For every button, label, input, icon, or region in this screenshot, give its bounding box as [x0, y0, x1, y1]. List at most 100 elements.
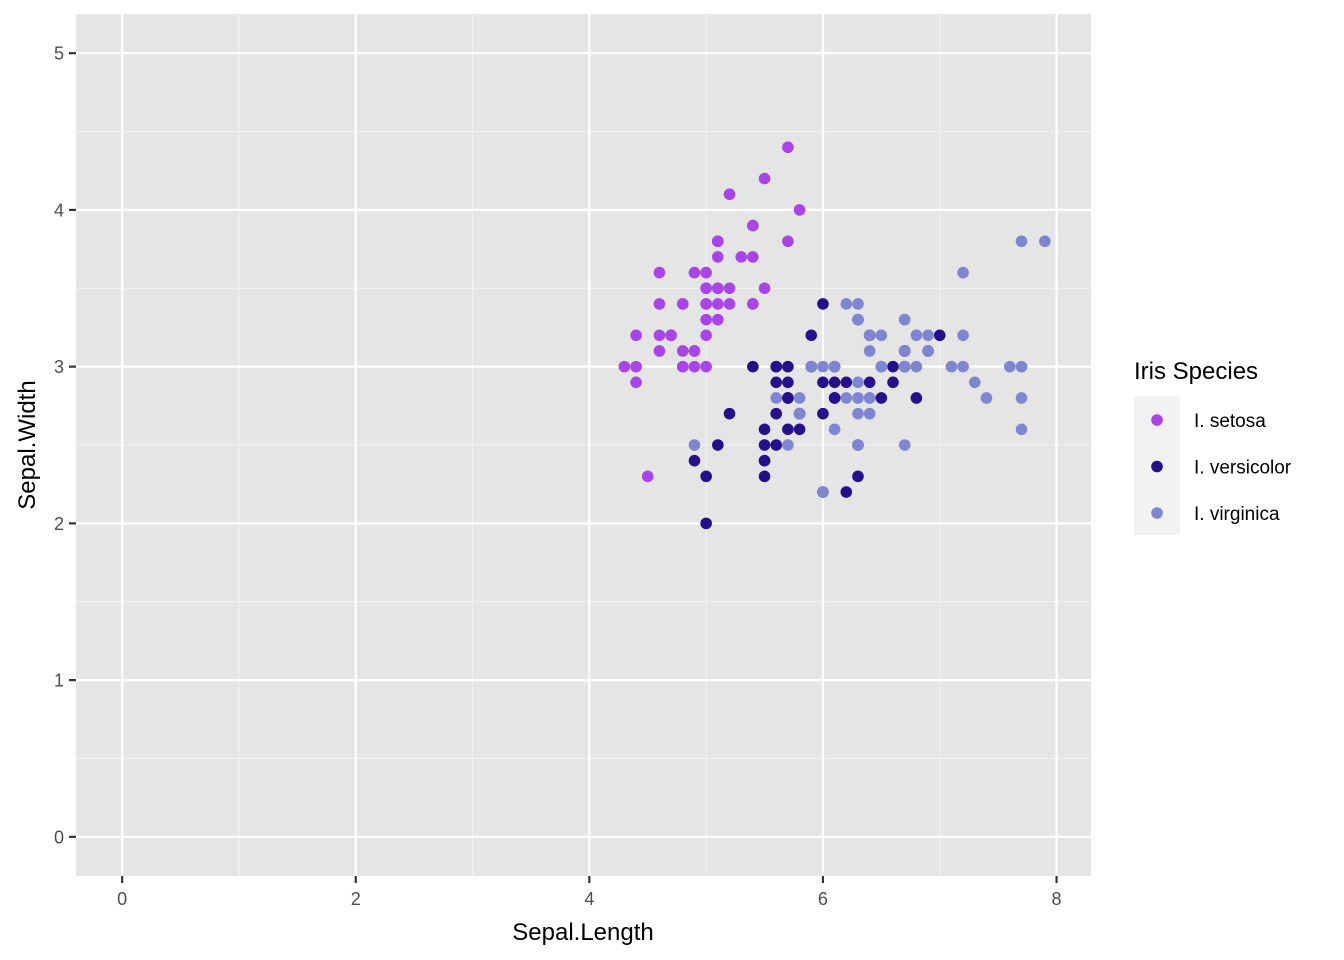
- point-i-virginica: [863, 407, 876, 420]
- point-i-setosa: [676, 345, 689, 357]
- point-i-virginica: [1015, 360, 1028, 373]
- point-i-virginica: [922, 329, 934, 342]
- point-i-setosa: [700, 282, 712, 295]
- point-i-setosa: [630, 360, 642, 373]
- x-tick-label: 4: [584, 889, 594, 909]
- point-i-virginica: [852, 298, 864, 310]
- legend-label-i-versicolor: I. versicolor: [1194, 458, 1292, 479]
- point-i-virginica: [770, 392, 783, 404]
- point-i-setosa: [700, 313, 712, 326]
- data-points: [618, 141, 1051, 530]
- x-tick-label: 2: [351, 889, 361, 909]
- point-i-setosa: [793, 204, 806, 216]
- point-i-versicolor: [723, 407, 736, 420]
- point-i-setosa: [712, 235, 724, 248]
- point-i-setosa: [700, 329, 712, 342]
- point-i-virginica: [793, 392, 806, 404]
- point-i-versicolor: [758, 470, 771, 483]
- legend-key-i-setosa: [1151, 414, 1163, 426]
- x-tick-label: 0: [117, 889, 127, 909]
- point-i-virginica: [688, 439, 701, 451]
- point-i-virginica: [957, 360, 969, 373]
- point-i-virginica: [1015, 423, 1028, 436]
- point-i-virginica: [910, 329, 923, 342]
- point-i-virginica: [1015, 235, 1028, 248]
- point-i-setosa: [665, 329, 677, 342]
- point-i-versicolor: [875, 392, 888, 404]
- point-i-versicolor: [887, 360, 899, 373]
- point-i-setosa: [712, 298, 724, 310]
- point-i-setosa: [782, 141, 794, 154]
- point-i-setosa: [700, 360, 712, 373]
- legend-key-i-virginica: [1151, 507, 1163, 519]
- major-grid: [76, 14, 1091, 876]
- point-i-versicolor: [770, 439, 783, 451]
- x-tick-label: 8: [1052, 889, 1062, 909]
- point-i-versicolor: [817, 376, 829, 389]
- point-i-versicolor: [747, 360, 759, 373]
- point-i-virginica: [1004, 360, 1016, 373]
- point-i-virginica: [852, 407, 864, 420]
- point-i-setosa: [688, 360, 701, 373]
- point-i-virginica: [898, 439, 911, 451]
- point-i-virginica: [875, 329, 888, 342]
- point-i-setosa: [712, 282, 724, 295]
- x-tick-label: 6: [818, 889, 828, 909]
- point-i-setosa: [630, 376, 642, 389]
- x-axis-title: Sepal.Length: [512, 919, 653, 946]
- point-i-setosa: [723, 188, 736, 201]
- point-i-virginica: [852, 313, 864, 326]
- point-i-setosa: [747, 219, 759, 232]
- point-i-virginica: [840, 392, 853, 404]
- legend-label-i-setosa: I. setosa: [1194, 411, 1266, 432]
- point-i-setosa: [700, 266, 712, 279]
- point-i-setosa: [712, 251, 724, 263]
- point-i-versicolor: [700, 517, 712, 530]
- point-i-setosa: [688, 266, 701, 279]
- point-i-setosa: [758, 172, 771, 185]
- point-i-versicolor: [758, 439, 771, 451]
- point-i-setosa: [747, 298, 759, 310]
- point-i-virginica: [852, 376, 864, 389]
- legend-label-i-virginica: I. virginica: [1194, 504, 1280, 525]
- point-i-versicolor: [712, 439, 724, 451]
- legend-items: I. setosa I. versicolor I. virginica: [1151, 411, 1292, 525]
- point-i-setosa: [700, 298, 712, 310]
- point-i-virginica: [980, 392, 993, 404]
- point-i-setosa: [712, 313, 724, 326]
- point-i-virginica: [782, 439, 794, 451]
- point-i-virginica: [828, 423, 841, 436]
- point-i-setosa: [653, 345, 666, 357]
- point-i-setosa: [782, 235, 794, 248]
- point-i-versicolor: [770, 360, 783, 373]
- point-i-versicolor: [852, 470, 864, 483]
- point-i-versicolor: [887, 376, 899, 389]
- y-tick-label: 0: [54, 827, 64, 847]
- point-i-virginica: [793, 407, 806, 420]
- point-i-versicolor: [700, 470, 712, 483]
- point-i-virginica: [957, 329, 969, 342]
- point-i-setosa: [688, 345, 701, 357]
- point-i-virginica: [863, 345, 876, 357]
- y-axis-title: Sepal.Width: [14, 380, 41, 509]
- point-i-virginica: [828, 360, 841, 373]
- point-i-setosa: [653, 266, 666, 279]
- point-i-setosa: [676, 298, 689, 310]
- point-i-setosa: [618, 360, 631, 373]
- point-i-setosa: [653, 329, 666, 342]
- point-i-versicolor: [863, 376, 876, 389]
- point-i-setosa: [630, 329, 642, 342]
- point-i-virginica: [898, 360, 911, 373]
- legend-key-i-versicolor: [1151, 460, 1163, 473]
- point-i-virginica: [840, 298, 853, 310]
- point-i-setosa: [653, 298, 666, 310]
- point-i-versicolor: [782, 360, 794, 373]
- point-i-versicolor: [782, 392, 794, 404]
- point-i-virginica: [817, 486, 829, 498]
- point-i-virginica: [875, 360, 888, 373]
- point-i-versicolor: [782, 376, 794, 389]
- point-i-virginica: [898, 345, 911, 357]
- y-tick-label: 1: [54, 671, 64, 691]
- point-i-versicolor: [817, 407, 829, 420]
- point-i-versicolor: [770, 376, 783, 389]
